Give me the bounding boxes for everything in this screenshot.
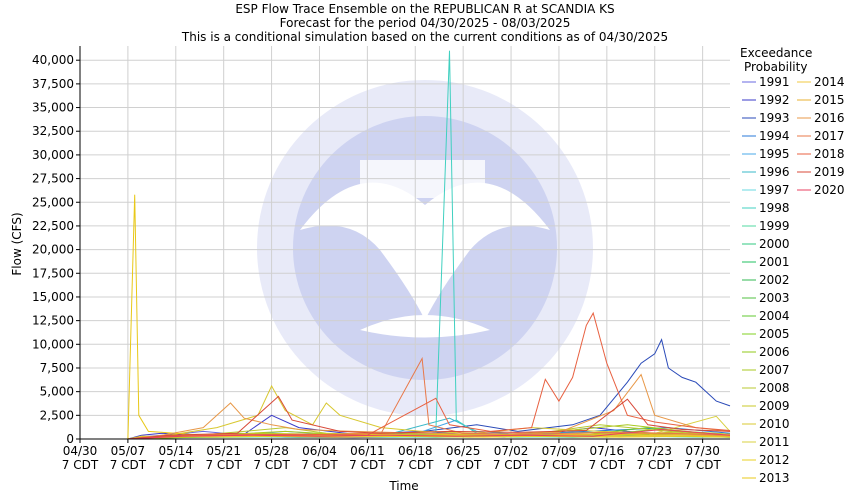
series-line-2018: [127, 311, 731, 440]
x-tick-label-time: 7 CDT: [445, 458, 482, 472]
legend-label-2017: 2017: [814, 129, 845, 143]
y-tick-label: 35,000: [32, 101, 74, 115]
x-tick-label-time: 7 CDT: [62, 458, 99, 472]
x-tick-label-date: 07/16: [590, 444, 625, 458]
legend-label-2000: 2000: [759, 237, 790, 251]
x-tick-label-date: 07/09: [542, 444, 577, 458]
legend-label-1998: 1998: [759, 201, 790, 215]
legend-label-2014: 2014: [814, 75, 845, 89]
legend-label-2012: 2012: [759, 453, 790, 467]
x-tick-label-date: 06/25: [446, 444, 481, 458]
x-tick-label-time: 7 CDT: [637, 458, 674, 472]
legend-title-line-1: Exceedance: [740, 46, 812, 60]
y-tick-label: 32,500: [32, 124, 74, 138]
series-lines: [127, 50, 731, 440]
x-tick-label-time: 7 CDT: [349, 458, 386, 472]
x-tick-label-time: 7 CDT: [110, 458, 147, 472]
legend-label-1994: 1994: [759, 129, 790, 143]
x-tick-label-time: 7 CDT: [158, 458, 195, 472]
x-axis-label: Time: [388, 479, 418, 493]
legend-label-2018: 2018: [814, 147, 845, 161]
legend-label-2016: 2016: [814, 111, 845, 125]
series-line-2017: [127, 356, 731, 440]
y-tick-label: 2,500: [40, 408, 74, 422]
legend-title-line-2: Probability: [744, 60, 807, 74]
legend: Exceedance Probability 19911992199319941…: [740, 46, 845, 485]
axes: 0 2,500 5,000 7,500 10,000 12,500 15,000 17,500…: [32, 46, 730, 472]
x-tick-label-date: 07/23: [637, 444, 672, 458]
legend-label-2006: 2006: [759, 345, 790, 359]
x-tick-label-time: 7 CDT: [541, 458, 578, 472]
x-tick-label-date: 05/14: [158, 444, 193, 458]
legend-label-2019: 2019: [814, 165, 845, 179]
legend-label-1996: 1996: [759, 165, 790, 179]
x-tick-label-date: 04/30: [63, 444, 98, 458]
legend-label-1997: 1997: [759, 183, 790, 197]
legend-label-2015: 2015: [814, 93, 845, 107]
legend-label-2013: 2013: [759, 471, 790, 485]
series-line-2020: [127, 428, 731, 440]
legend-label-2020: 2020: [814, 183, 845, 197]
y-tick-label: 30,000: [32, 148, 74, 162]
legend-label-2005: 2005: [759, 327, 790, 341]
x-tick-label-date: 07/02: [494, 444, 529, 458]
legend-label-2007: 2007: [759, 363, 790, 377]
x-tick-label-date: 06/11: [350, 444, 385, 458]
y-tick-label: 20,000: [32, 243, 74, 257]
x-tick-label-time: 7 CDT: [493, 458, 530, 472]
x-tick-label-date: 05/07: [111, 444, 146, 458]
x-tick-label-time: 7 CDT: [205, 458, 242, 472]
legend-label-1993: 1993: [759, 111, 790, 125]
x-tick-label-time: 7 CDT: [589, 458, 626, 472]
x-tick-label-time: 7 CDT: [301, 458, 338, 472]
x-tick-label-date: 06/18: [398, 444, 433, 458]
legend-label-1992: 1992: [759, 93, 790, 107]
legend-label-2009: 2009: [759, 399, 790, 413]
legend-label-2001: 2001: [759, 255, 790, 269]
series-line-2016: [127, 373, 731, 440]
legend-label-2008: 2008: [759, 381, 790, 395]
legend-label-1999: 1999: [759, 219, 790, 233]
y-tick-label: 27,500: [32, 172, 74, 186]
x-tick-label-date: 05/28: [254, 444, 289, 458]
y-tick-label: 12,500: [32, 314, 74, 328]
x-tick-label-date: 07/30: [685, 444, 720, 458]
y-tick-label: 17,500: [32, 266, 74, 280]
series-line-2015: [127, 432, 731, 440]
y-axis-label: Flow (CFS): [10, 212, 24, 275]
x-tick-label-time: 7 CDT: [397, 458, 434, 472]
legend-label-1991: 1991: [759, 75, 790, 89]
x-tick-label-date: 05/21: [206, 444, 241, 458]
y-tick-label: 10,000: [32, 337, 74, 351]
legend-label-1995: 1995: [759, 147, 790, 161]
y-tick-label: 0: [66, 432, 74, 446]
legend-label-2002: 2002: [759, 273, 790, 287]
x-tick-label-date: 06/04: [302, 444, 337, 458]
y-tick-label: 37,500: [32, 77, 74, 91]
y-tick-label: 7,500: [40, 361, 74, 375]
legend-items: 1991 1992 1993 1994 1995 1996 1997 1998 1999 2000…: [742, 75, 845, 485]
chart-title-line-3: This is a conditional simulation based o…: [181, 30, 668, 44]
legend-label-2011: 2011: [759, 435, 790, 449]
x-tick-label-time: 7 CDT: [684, 458, 721, 472]
y-tick-label: 15,000: [32, 290, 74, 304]
chart-title-line-1: ESP Flow Trace Ensemble on the REPUBLICA…: [235, 2, 614, 16]
series-line-2019: [127, 395, 731, 440]
legend-label-2010: 2010: [759, 417, 790, 431]
y-tick-label: 5,000: [40, 385, 74, 399]
y-tick-label: 40,000: [32, 53, 74, 67]
y-tick-label: 22,500: [32, 219, 74, 233]
noaa-watermark-logo: [257, 80, 593, 416]
legend-label-2003: 2003: [759, 291, 790, 305]
chart-title-line-2: Forecast for the period 04/30/2025 - 08/…: [280, 16, 571, 30]
y-tick-label: 25,000: [32, 195, 74, 209]
x-tick-label-time: 7 CDT: [253, 458, 290, 472]
legend-label-2004: 2004: [759, 309, 790, 323]
